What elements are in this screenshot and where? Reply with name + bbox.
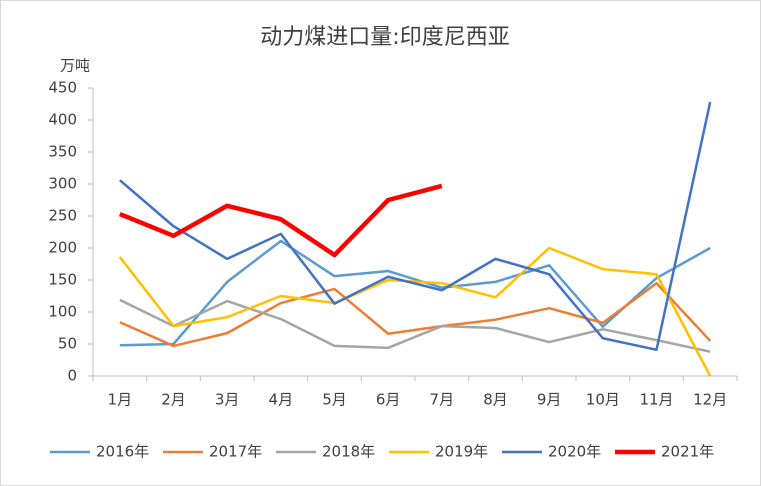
x-tick-label: 2月 — [161, 391, 186, 409]
y-tick-label: 200 — [48, 239, 77, 257]
y-tick-label: 150 — [48, 271, 77, 289]
x-tick-label: 3月 — [215, 391, 240, 409]
y-tick-label: 50 — [58, 335, 77, 353]
legend-label: 2019年 — [435, 443, 488, 461]
y-tick-label: 300 — [48, 175, 77, 193]
series-line — [118, 246, 712, 377]
legend-label: 2020年 — [548, 443, 601, 461]
x-tick-label: 4月 — [269, 391, 294, 409]
series-line — [119, 101, 712, 352]
legend-label: 2018年 — [322, 443, 375, 461]
x-tick-label: 12月 — [693, 391, 727, 409]
y-tick-label: 450 — [48, 79, 77, 97]
chart-title: 动力煤进口量:印度尼西亚 — [260, 25, 509, 50]
series-line — [119, 281, 712, 348]
x-tick-label: 6月 — [376, 391, 401, 409]
y-tick-label: 0 — [67, 367, 77, 385]
x-tick-label: 11月 — [639, 391, 673, 409]
legend-label: 2017年 — [209, 443, 262, 461]
legend-label: 2016年 — [96, 443, 149, 461]
series-line — [118, 183, 443, 258]
series-line — [119, 298, 711, 353]
y-axis-label: 万吨 — [60, 57, 90, 75]
y-tick-label: 250 — [48, 207, 77, 225]
y-tick-label: 350 — [48, 143, 77, 161]
x-tick-label: 7月 — [430, 391, 455, 409]
x-tick-label: 5月 — [322, 391, 347, 409]
y-tick-label: 100 — [48, 303, 77, 321]
y-tick-label: 400 — [48, 111, 77, 129]
x-tick-label: 9月 — [537, 391, 562, 409]
x-tick-label: 1月 — [108, 391, 133, 409]
series-line — [119, 239, 711, 347]
x-tick-label: 10月 — [586, 391, 620, 409]
legend-label: 2021年 — [661, 443, 714, 461]
x-tick-label: 8月 — [483, 391, 508, 409]
